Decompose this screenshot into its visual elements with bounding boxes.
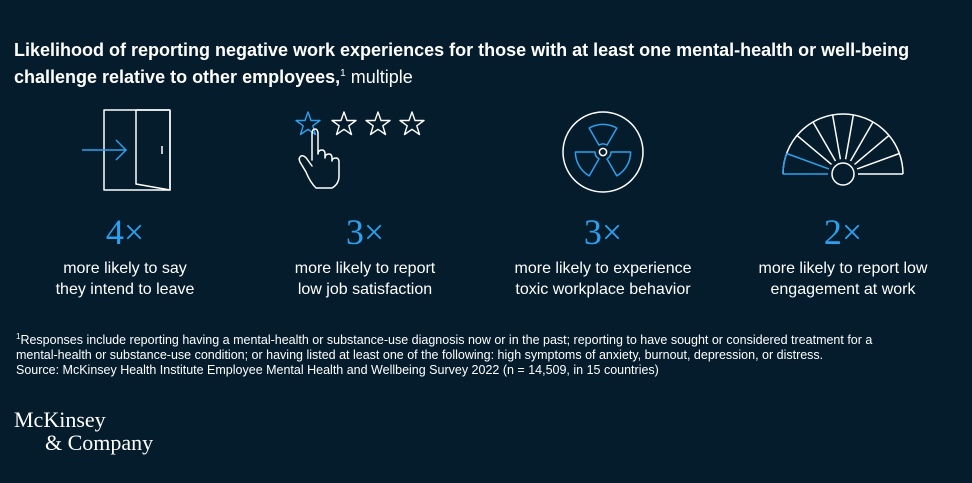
desc-line: low job satisfaction	[297, 281, 433, 298]
footnote-marker: 1	[16, 332, 21, 341]
stat-value: 3×	[583, 212, 623, 252]
stat-description: more likely to report low job satisfacti…	[250, 258, 480, 300]
desc-line: more likely to report	[294, 260, 436, 277]
door-exit-icon	[82, 109, 171, 191]
footnote-text: Responses include reporting having a men…	[20, 333, 873, 347]
logo-line: McKinsey	[14, 407, 106, 432]
desc-line: toxic workplace behavior	[515, 281, 691, 298]
title-footnote-marker: 1	[340, 68, 346, 79]
stat-intend-to-leave: 4× more likely to say they intend to lea…	[10, 108, 240, 300]
stat-low-job-satisfaction: 3× more likely to report low job satisfa…	[250, 108, 480, 300]
desc-line: they intend to leave	[55, 281, 195, 298]
source-line: Source: McKinsey Health Institute Employ…	[16, 363, 659, 377]
footnote: 1Responses include reporting having a me…	[14, 329, 944, 378]
title-text: Likelihood of reporting negative work ex…	[14, 40, 910, 87]
desc-line: more likely to experience	[514, 260, 692, 277]
star-rating-hand-icon	[295, 111, 425, 189]
mckinsey-logo: McKinsey & Company	[14, 408, 153, 454]
stat-value: 3×	[345, 212, 385, 252]
gauge-meter-icon	[782, 113, 904, 186]
chart-title: Likelihood of reporting negative work ex…	[14, 38, 944, 89]
stat-description: more likely to say they intend to leave	[10, 258, 240, 300]
logo-line: & Company	[45, 430, 154, 455]
footnote-line: 1Responses include reporting having a me…	[14, 329, 944, 348]
stat-low-engagement: 2× more likely to report low engagement …	[728, 108, 958, 300]
hazard-symbol-icon	[562, 111, 644, 193]
stat-toxic-behavior: 3× more likely to experience toxic workp…	[488, 108, 718, 300]
desc-line: more likely to report low	[758, 260, 928, 277]
stat-description: more likely to report low engagement at …	[728, 258, 958, 300]
stat-description: more likely to experience toxic workplac…	[488, 258, 718, 300]
desc-line: more likely to say	[63, 260, 187, 277]
stat-value: 2×	[823, 212, 863, 252]
title-unit: multiple	[350, 67, 413, 87]
footnote-line: mental-health or substance-use condition…	[16, 348, 824, 362]
stat-value: 4×	[105, 212, 145, 252]
desc-line: engagement at work	[770, 281, 916, 298]
